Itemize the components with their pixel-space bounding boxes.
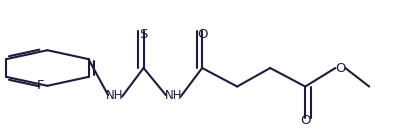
Text: O: O (335, 61, 346, 75)
Text: NH: NH (164, 89, 182, 102)
Text: NH: NH (106, 89, 124, 102)
Text: O: O (197, 27, 208, 41)
Text: O: O (300, 114, 310, 127)
Text: F: F (37, 79, 44, 92)
Text: S: S (139, 27, 148, 41)
